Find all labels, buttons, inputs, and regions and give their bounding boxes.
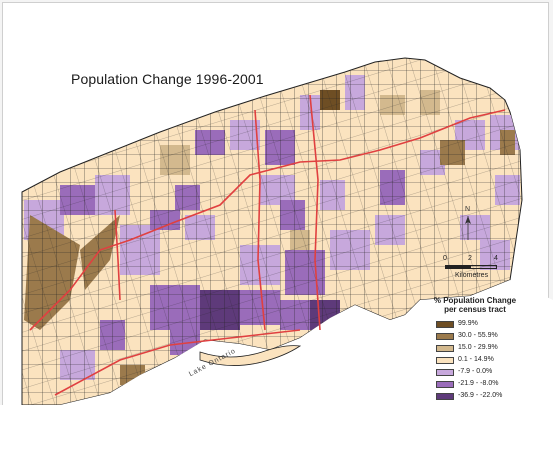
scale-tick-2: 2 [468,255,472,262]
scale-unit: Kilometres [455,272,489,279]
scale-tick-0: 0 [443,255,447,262]
highways [29,94,506,396]
legend-row: -21.9 - -8.0% [436,380,536,390]
legend-row: 0.1 - 14.9% [436,356,536,366]
legend-swatch [436,345,454,352]
legend-swatch [436,369,454,376]
legend-label: 0.1 - 14.9% [458,356,494,363]
legend: % Population Change per census tract 99.… [425,296,525,400]
scale-bar: 0 2 4 Kilometres [443,255,503,285]
legend-label: -7.9 - 0.0% [458,368,493,375]
legend-title-line1: % Population Change [433,296,517,305]
north-arrow-icon [465,216,471,240]
north-arrow: N [462,206,476,242]
lake-ontario [0,280,553,452]
legend-label: 30.0 - 55.9% [458,332,498,339]
legend-label: -21.9 - -8.0% [458,380,499,387]
legend-row: -7.9 - 0.0% [436,368,536,378]
legend-row: 30.0 - 55.9% [436,332,536,342]
legend-row: -36.9 - -22.0% [436,392,536,402]
scale-bar-graphic [445,265,497,269]
legend-label: 99.9% [458,320,478,327]
map-title: Population Change 1996-2001 [71,71,264,87]
legend-swatch [436,333,454,340]
scale-tick-4: 4 [494,255,498,262]
legend-row: 15.0 - 29.9% [436,344,536,354]
legend-row: 99.9% [436,320,536,330]
toronto-islands [199,345,302,366]
legend-swatch [436,381,454,388]
legend-title-line2: per census tract [444,305,506,314]
legend-swatch [436,393,454,400]
legend-label: 15.0 - 29.9% [458,344,498,351]
legend-swatch [436,357,454,364]
legend-swatch [436,321,454,328]
legend-label: -36.9 - -22.0% [458,392,503,399]
